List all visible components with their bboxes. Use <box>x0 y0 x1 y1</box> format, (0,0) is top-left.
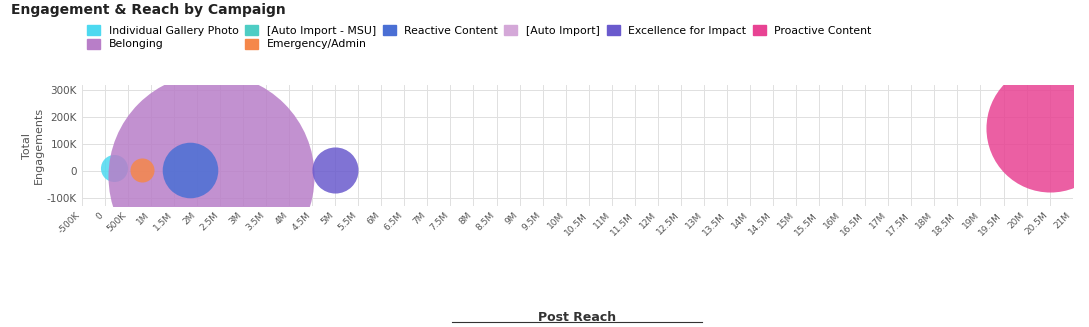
Point <box>327 167 344 172</box>
Text: Post Reach: Post Reach <box>538 311 616 324</box>
Text: Engagement & Reach by Campaign: Engagement & Reach by Campaign <box>11 3 285 17</box>
Point <box>133 167 150 172</box>
Point <box>106 166 123 171</box>
Point <box>203 174 220 179</box>
Y-axis label: Total
Engagements: Total Engagements <box>22 107 44 184</box>
Point <box>1041 126 1059 131</box>
Legend: Individual Gallery Photo, Belonging, [Auto Import - MSU], Emergency/Admin, React: Individual Gallery Photo, Belonging, [Au… <box>87 25 871 49</box>
Point <box>181 167 198 172</box>
